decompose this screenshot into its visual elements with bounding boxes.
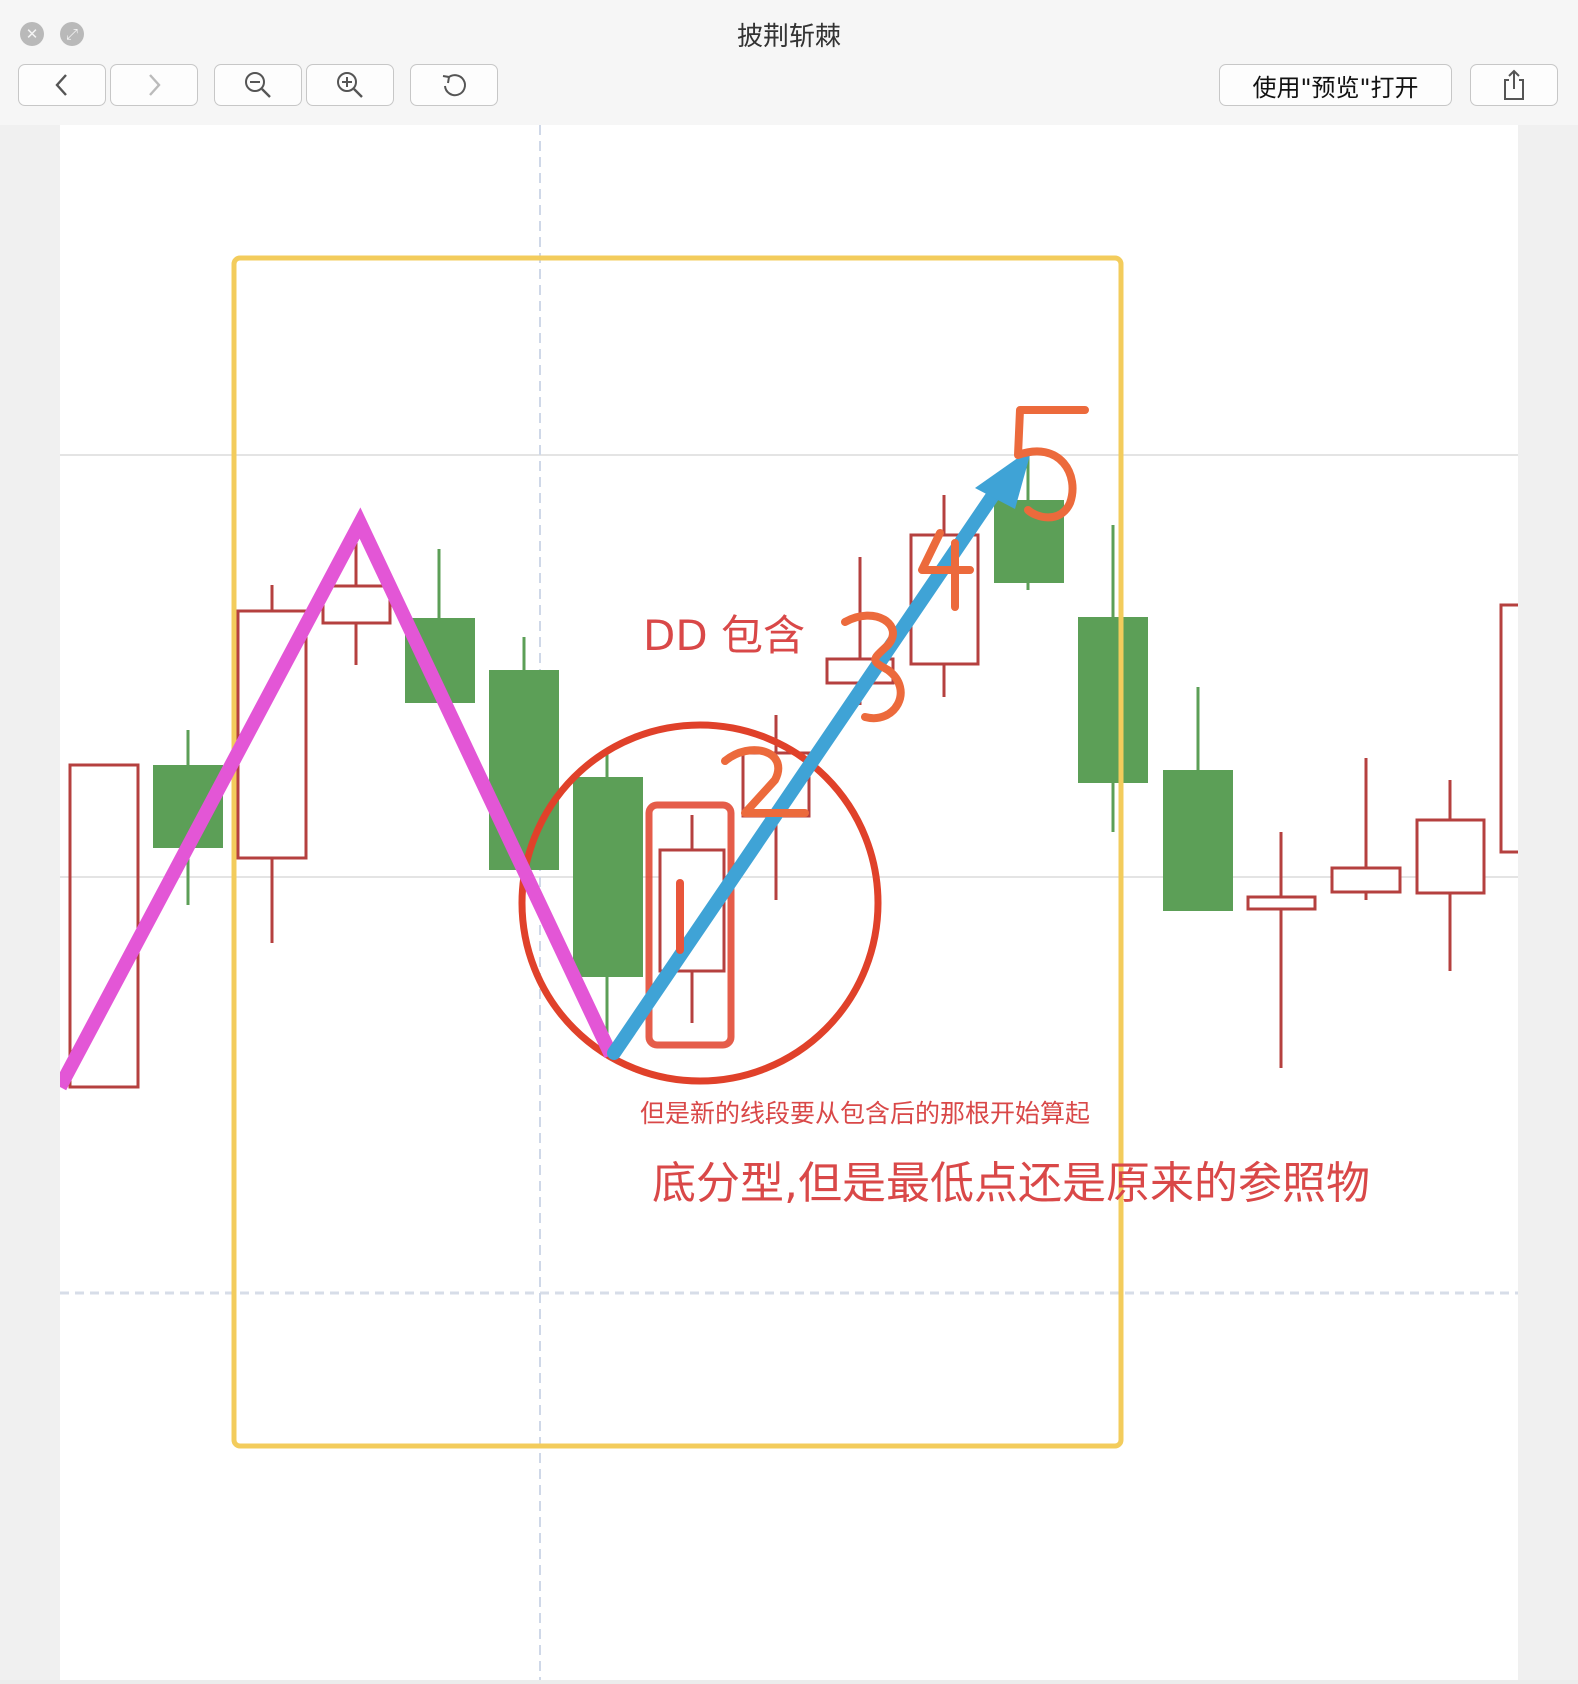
zoom-out-icon [245, 72, 271, 98]
document-canvas: DD 包含 但是新的线段要从包含后的那根开始算起 底分型,但是最低点还是原来的参… [53, 125, 1533, 1680]
fullscreen-icon[interactable]: ⤢ [60, 22, 84, 46]
arrow-head-icon [975, 448, 1032, 509]
zoom-out-button[interactable] [214, 64, 302, 106]
share-button[interactable] [1470, 64, 1558, 106]
blue-arrow-line [607, 478, 1007, 1060]
open-with-preview-button[interactable]: 使用"预览"打开 [1219, 64, 1452, 106]
candle-up [1330, 866, 1402, 894]
forward-button[interactable] [110, 64, 198, 106]
back-icon [55, 74, 67, 96]
candle-down [573, 777, 643, 977]
rotate-icon [442, 74, 466, 97]
rotate-button[interactable] [410, 64, 498, 106]
chart-image: DD 包含 但是新的线段要从包含后的那根开始算起 底分型,但是最低点还是原来的参… [53, 125, 1533, 1680]
back-button[interactable] [18, 64, 106, 106]
share-icon [1504, 69, 1524, 100]
titlebar: ✕ ⤢ 披荆斩棘 使用"预览"打开 [0, 0, 1578, 125]
window-title: 披荆斩棘 [736, 22, 841, 52]
candle-down [489, 670, 559, 870]
handwritten-number-2 [721, 746, 809, 817]
handwritten-number-5 [1014, 406, 1089, 522]
zoom-in-button[interactable] [306, 64, 394, 106]
highlight-box [231, 255, 1124, 1449]
candle-up [1415, 818, 1486, 895]
note-small: 但是新的线段要从包含后的那根开始算起 [640, 1099, 1090, 1128]
handwritten-number-4 [918, 529, 974, 611]
close-icon[interactable]: ✕ [20, 22, 44, 46]
candle-down [1163, 770, 1233, 911]
pink-zigzag-line [53, 507, 618, 1091]
candle-up [1246, 895, 1317, 911]
candles [68, 453, 1533, 1089]
candle-up [1499, 603, 1533, 854]
containment-box [645, 801, 735, 1049]
note-large: 底分型,但是最低点还是原来的参照物 [652, 1158, 1370, 1209]
handwritten-number-3 [841, 611, 905, 723]
candle-down [1078, 617, 1148, 783]
zoom-in-icon [337, 72, 363, 98]
forward-icon [149, 74, 161, 96]
bottom-fractal-circle [518, 721, 882, 1085]
candle-up [321, 584, 392, 625]
dd-label: DD 包含 [643, 611, 805, 660]
